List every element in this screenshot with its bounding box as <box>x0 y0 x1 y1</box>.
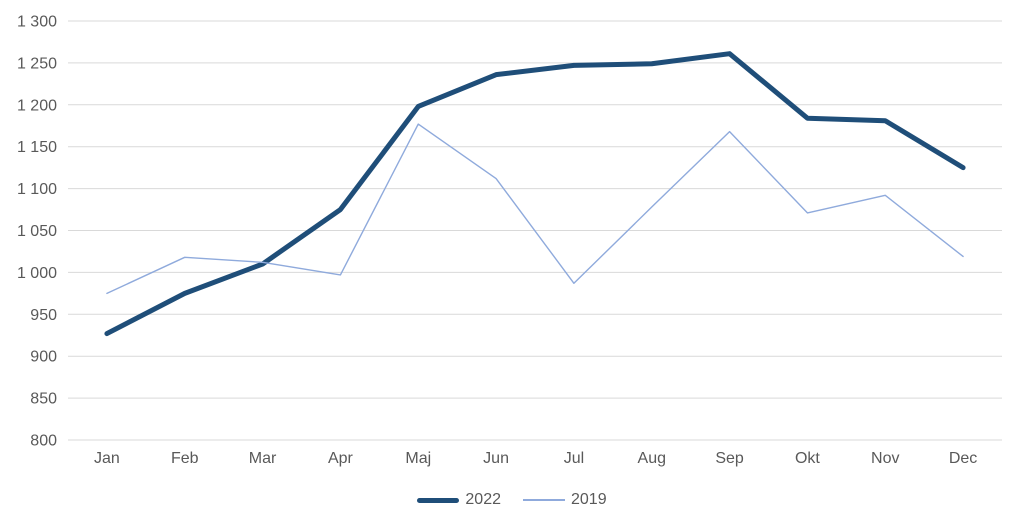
y-axis-tick-label: 1 300 <box>17 14 57 31</box>
y-axis-tick-label: 900 <box>30 349 57 366</box>
y-axis-tick-label: 1 250 <box>17 55 57 72</box>
x-axis-tick-label: Sep <box>715 450 744 467</box>
chart-legend: 2022 2019 <box>0 492 1024 508</box>
y-axis-tick-label: 950 <box>30 307 57 324</box>
x-axis-tick-label: Okt <box>795 450 820 467</box>
y-axis-tick-label: 1 150 <box>17 139 57 156</box>
x-axis-tick-label: Apr <box>328 450 354 467</box>
y-axis-tick-label: 1 100 <box>17 181 57 198</box>
y-axis-tick-label: 850 <box>30 391 57 408</box>
legend-line-swatch-2022 <box>417 497 460 503</box>
series-line-2019 <box>106 123 964 295</box>
y-axis-tick-label: 1 200 <box>17 97 57 114</box>
legend-label-2022: 2022 <box>465 491 501 508</box>
y-axis-tick-label: 1 050 <box>17 223 57 240</box>
legend-label-2019: 2019 <box>571 491 607 508</box>
x-axis-tick-label: Aug <box>638 450 666 467</box>
y-axis-tick-label: 800 <box>30 433 57 450</box>
x-axis-tick-label: Maj <box>405 450 431 467</box>
legend-item-2019: 2019 <box>523 492 607 508</box>
x-axis-tick-label: Jul <box>564 450 584 467</box>
x-axis-tick-label: Dec <box>949 450 977 467</box>
y-axis-tick-label: 1 000 <box>17 265 57 282</box>
series-line-2022 <box>104 51 966 337</box>
x-axis-tick-label: Jun <box>483 450 509 467</box>
x-axis-tick-label: Nov <box>871 450 899 467</box>
x-axis-tick-label: Jan <box>94 450 120 467</box>
legend-line-swatch-2019 <box>523 499 565 501</box>
x-axis-tick-label: Feb <box>171 450 199 467</box>
x-axis-tick-label: Mar <box>249 450 277 467</box>
legend-item-2022: 2022 <box>417 492 501 508</box>
